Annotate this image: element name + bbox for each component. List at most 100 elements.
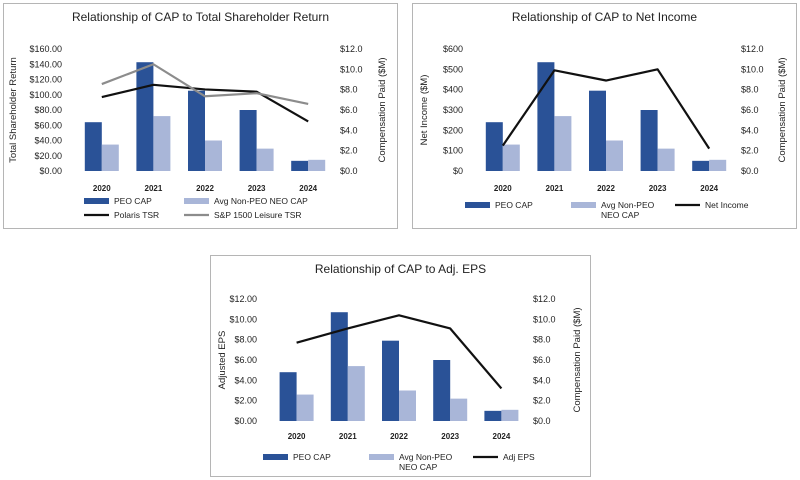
bar-peo-cap [330, 312, 348, 421]
left-axis-tick-label: $400 [443, 85, 463, 95]
legend-swatch [369, 454, 394, 460]
bar-peo-cap [537, 62, 555, 171]
adj-eps-chart: Relationship of CAP to Adj. EPS $0.00 $2.0… [217, 262, 583, 472]
bar-avg-non-peo-neo-cap [256, 148, 274, 171]
left-axis-tick-label: $4.00 [234, 375, 257, 385]
left-axis-tick-label: $12.00 [229, 294, 257, 304]
x-axis-tick-label: 2021 [145, 184, 163, 193]
right-axis-tick-label: $4.0 [533, 375, 551, 385]
bar-avg-non-peo-neo-cap [502, 144, 520, 171]
x-axis-tick-label: 2021 [546, 184, 564, 193]
tsr-chart-panel: Relationship of CAP to Total Shareholder… [3, 3, 398, 229]
line-net-income [501, 68, 711, 150]
right-axis-tick-label: $2.0 [741, 146, 759, 156]
left-axis-label: Net Income ($M) [419, 75, 430, 146]
left-axis-tick-label: $160.00 [29, 44, 62, 54]
right-axis-tick-label: $4.0 [741, 125, 759, 135]
bar-peo-cap [291, 160, 309, 171]
right-axis-tick-label: $12.0 [533, 294, 556, 304]
legend-label: Adj EPS [503, 452, 535, 462]
legend-label: Avg Non-PEO NEO CAP [601, 200, 655, 220]
right-axis-label: Compensation Paid ($M) [572, 307, 583, 412]
legend-label: S&P 1500 Leisure TSR [214, 210, 302, 220]
bar-peo-cap [279, 372, 297, 421]
x-axis-tick-label: 2020 [494, 184, 512, 193]
legend-swatch [184, 198, 209, 204]
bar-peo-cap [485, 122, 503, 171]
bar-avg-non-peo-neo-cap [606, 140, 623, 171]
x-axis-tick-label: 2024 [493, 432, 511, 441]
net-income-chart: Relationship of CAP to Net Income $0 $100 $… [419, 10, 788, 220]
x-axis-tick-label: 2020 [93, 184, 111, 193]
legend-swatch [84, 198, 109, 204]
bar-peo-cap [640, 110, 658, 171]
bar-avg-non-peo-neo-cap [450, 398, 468, 421]
bar-avg-non-peo-neo-cap [347, 366, 365, 421]
chart-title: Relationship of CAP to Total Shareholder… [72, 10, 329, 24]
right-axis-tick-label: $0.0 [533, 416, 551, 426]
x-axis-tick-label: 2023 [441, 432, 459, 441]
left-axis-tick-label: $200 [443, 125, 463, 135]
right-axis-tick-label: $6.0 [340, 105, 358, 115]
right-axis-tick-label: $0.0 [340, 166, 358, 176]
line-s-p-1500-leisure-tsr [101, 63, 309, 105]
x-axis-tick-label: 2022 [597, 184, 615, 193]
bar-avg-non-peo-neo-cap [205, 140, 222, 171]
left-axis-tick-label: $80.00 [34, 105, 62, 115]
legend-swatch [571, 202, 596, 208]
left-axis-tick-label: $0.00 [39, 166, 62, 176]
bar-avg-non-peo-neo-cap [296, 394, 314, 421]
bar-peo-cap [239, 110, 257, 171]
right-axis-label: Compensation Paid ($M) [777, 57, 788, 162]
bar-avg-non-peo-neo-cap [657, 148, 675, 171]
line-adj-eps [296, 314, 503, 390]
bar-peo-cap [382, 340, 399, 421]
left-axis-tick-label: $6.00 [234, 355, 257, 365]
legend-swatch [465, 202, 490, 208]
legend-label: PEO CAP [293, 452, 331, 462]
right-axis-tick-label: $12.0 [340, 44, 363, 54]
left-axis-tick-label: $600 [443, 44, 463, 54]
x-axis-tick-label: 2022 [390, 432, 408, 441]
left-axis-tick-label: $140.00 [29, 59, 62, 69]
right-axis-tick-label: $12.0 [741, 44, 764, 54]
net-income-chart-panel: Relationship of CAP to Net Income $0 $100 $… [412, 3, 797, 229]
right-axis-tick-label: $2.0 [533, 396, 551, 406]
bar-avg-non-peo-neo-cap [554, 116, 572, 171]
tsr-chart: Relationship of CAP to Total Shareholder… [8, 10, 388, 220]
left-axis-tick-label: $2.00 [234, 396, 257, 406]
left-axis-tick-label: $100 [443, 146, 463, 156]
legend-label: Avg Non-PEO NEO CAP [214, 196, 308, 206]
right-axis-tick-label: $8.0 [741, 85, 759, 95]
bar-avg-non-peo-neo-cap [308, 159, 326, 171]
bar-peo-cap [84, 122, 102, 171]
bar-peo-cap [484, 410, 502, 421]
x-axis-tick-label: 2023 [649, 184, 667, 193]
left-axis-label: Adjusted EPS [217, 331, 228, 390]
bar-peo-cap [589, 90, 606, 171]
bar-peo-cap [433, 360, 451, 421]
left-axis-tick-label: $120.00 [29, 75, 62, 85]
right-axis-tick-label: $8.0 [340, 85, 358, 95]
left-axis-tick-label: $20.00 [34, 151, 62, 161]
right-axis-tick-label: $6.0 [533, 355, 551, 365]
x-axis-tick-label: 2023 [248, 184, 266, 193]
bar-avg-non-peo-neo-cap [153, 116, 171, 171]
left-axis-tick-label: $100.00 [29, 90, 62, 100]
x-axis-tick-label: 2020 [288, 432, 306, 441]
right-axis-tick-label: $8.0 [533, 335, 551, 345]
chart-title: Relationship of CAP to Net Income [512, 10, 698, 24]
right-axis-label: Compensation Paid ($M) [377, 57, 388, 162]
left-axis-tick-label: $300 [443, 105, 463, 115]
bar-avg-non-peo-neo-cap [501, 409, 519, 421]
x-axis-tick-label: 2024 [700, 184, 718, 193]
legend-label: Polaris TSR [114, 210, 159, 220]
legend-label: PEO CAP [114, 196, 152, 206]
bar-peo-cap [692, 160, 710, 171]
bar-avg-non-peo-neo-cap [399, 390, 416, 421]
left-axis-label: Total Shareholder Return [8, 57, 19, 163]
left-axis-tick-label: $10.00 [229, 314, 257, 324]
right-axis-tick-label: $10.0 [741, 64, 764, 74]
bar-avg-non-peo-neo-cap [101, 144, 119, 171]
chart-title: Relationship of CAP to Adj. EPS [315, 262, 486, 276]
